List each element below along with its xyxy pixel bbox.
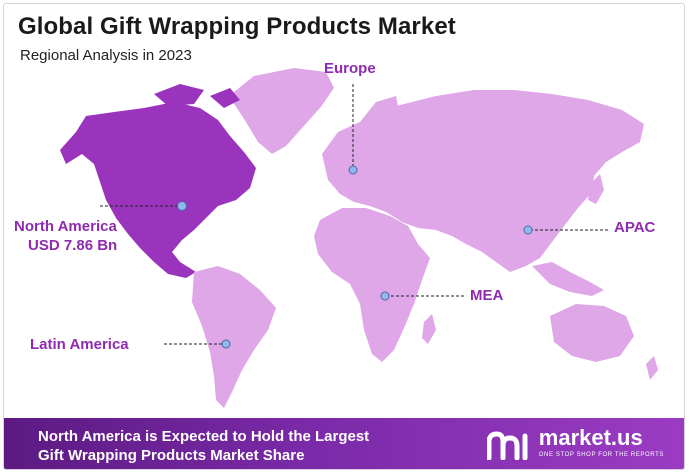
footer-line-1: North America is Expected to Hold the La… [38,428,370,445]
apac-label: APAC [614,219,656,236]
brand-block: market.us ONE STOP SHOP FOR THE REPORTS [486,425,664,460]
japan-shape [588,174,604,204]
latin-america-marker [221,339,231,349]
page-title: Global Gift Wrapping Products Market [18,13,456,40]
world-map [60,68,658,408]
madagascar-shape [422,314,436,344]
brand-tagline: ONE STOP SHOP FOR THE REPORTS [538,452,664,458]
brand-name: market.us [538,425,643,450]
africa-shape [314,208,430,362]
mea-marker [380,291,390,301]
australia-shape [550,304,634,362]
scandinavia-shape [360,96,400,138]
north-america-marker [177,201,187,211]
footer-banner: North America is Expected to Hold the La… [4,418,684,469]
footer-line-2: Gift Wrapping Products Market Share [38,447,305,464]
infographic-frame: Global Gift Wrapping Products Market Reg… [3,3,685,470]
new-zealand-shape [646,356,658,380]
greenland-shape [229,68,334,154]
eurasia-shape [322,90,644,272]
north-america-shape [60,102,256,278]
footer-message: North America is Expected to Hold the La… [38,427,369,465]
mea-label: MEA [470,287,504,304]
north-america-value: USD 7.86 Bn [28,237,118,254]
europe-label: Europe [324,60,376,77]
page-subtitle: Regional Analysis in 2023 [20,47,192,64]
arctic-islands-shape [154,84,240,108]
apac-marker [523,225,533,235]
market-us-logo-icon [486,431,528,460]
south-america-shape [192,266,276,408]
north-america-label: North America [14,218,117,235]
latin-america-label: Latin America [30,336,129,353]
southeast-asia-shape [532,262,604,296]
europe-marker [348,165,358,175]
